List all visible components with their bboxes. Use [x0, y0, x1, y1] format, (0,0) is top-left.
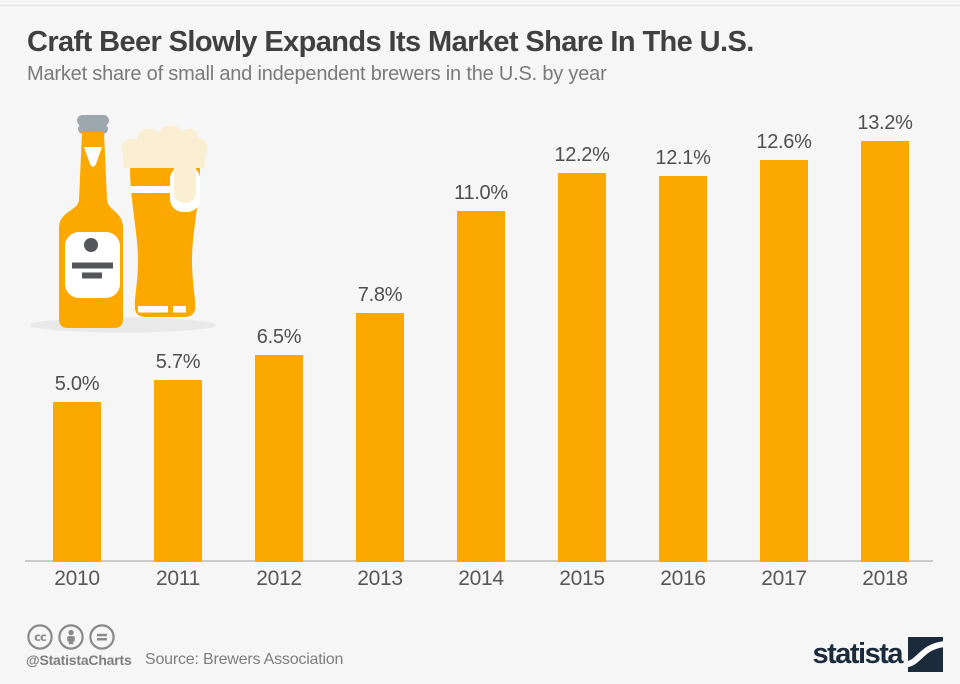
x-tick-2014: 2014 [458, 567, 504, 590]
value-label-2015: 12.2% [554, 144, 610, 166]
attribution-icon [58, 624, 84, 650]
bar-2011 [154, 380, 202, 562]
value-label-2012: 6.5% [256, 326, 302, 348]
chart-subtitle: Market share of small and independent br… [27, 63, 607, 85]
value-label-2018: 13.2% [857, 112, 913, 134]
x-tick-2015: 2015 [559, 567, 605, 590]
bar-2016 [659, 176, 707, 562]
bar-2017 [760, 160, 808, 562]
x-tick-2013: 2013 [357, 567, 403, 590]
value-label-2014: 11.0% [454, 182, 508, 204]
statista-handle: @StatistaCharts [26, 652, 132, 668]
statista-logo-icon [908, 637, 943, 672]
statista-wordmark: statista [812, 638, 903, 670]
top-divider [0, 5, 960, 6]
x-tick-2017: 2017 [761, 567, 807, 590]
cc-icon: cc [27, 624, 53, 650]
no-derivatives-icon [89, 624, 115, 650]
value-label-2017: 12.6% [756, 131, 812, 153]
value-label-2016: 12.1% [655, 147, 711, 169]
value-label-2010: 5.0% [54, 373, 100, 395]
value-label-2011: 5.7% [155, 351, 201, 373]
source-text: Source: Brewers Association [145, 651, 344, 668]
x-tick-2016: 2016 [660, 567, 706, 590]
x-tick-2012: 2012 [256, 567, 302, 590]
x-tick-2018: 2018 [862, 567, 908, 590]
statista-brand: statista [812, 637, 943, 672]
beer-bottle-and-glass-icon [30, 115, 216, 333]
bar-2015 [558, 173, 606, 562]
license-badges: cc [26, 623, 116, 651]
bar-2018 [861, 141, 909, 562]
value-label-2013: 7.8% [357, 284, 403, 306]
bar-2013 [356, 313, 404, 562]
bar-2010 [53, 402, 101, 562]
bar-2012 [255, 355, 303, 562]
bar-2014 [457, 211, 505, 562]
svg-text:cc: cc [34, 630, 47, 644]
x-tick-2011: 2011 [156, 567, 200, 590]
chart-title: Craft Beer Slowly Expands Its Market Sha… [27, 26, 754, 58]
x-tick-2010: 2010 [54, 567, 100, 590]
